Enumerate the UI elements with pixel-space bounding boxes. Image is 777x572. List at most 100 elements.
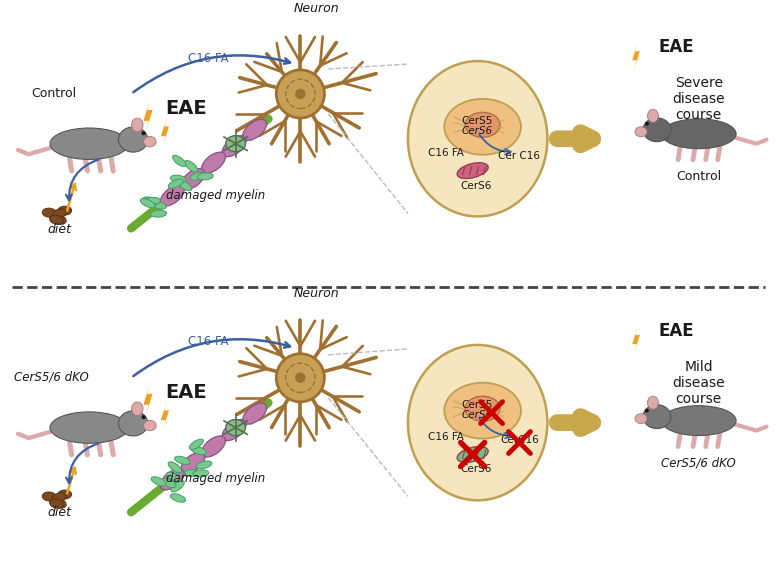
Polygon shape	[144, 383, 152, 416]
Text: CerS5: CerS5	[461, 400, 493, 410]
Text: Mild
disease
course: Mild disease course	[672, 360, 725, 406]
Ellipse shape	[444, 383, 521, 439]
Ellipse shape	[168, 462, 182, 472]
Ellipse shape	[161, 479, 176, 487]
Ellipse shape	[226, 136, 246, 152]
Ellipse shape	[171, 480, 184, 492]
Text: CerS6: CerS6	[460, 181, 491, 190]
Ellipse shape	[53, 209, 66, 219]
Ellipse shape	[191, 447, 207, 455]
Ellipse shape	[143, 197, 158, 205]
Ellipse shape	[643, 118, 671, 142]
Ellipse shape	[190, 439, 204, 450]
Ellipse shape	[172, 156, 186, 166]
Ellipse shape	[222, 420, 246, 440]
Ellipse shape	[277, 70, 325, 118]
Ellipse shape	[151, 210, 166, 217]
Ellipse shape	[645, 408, 649, 412]
Ellipse shape	[202, 436, 225, 457]
Ellipse shape	[141, 198, 155, 208]
Text: C16 FA: C16 FA	[189, 335, 229, 348]
Text: C16 FA: C16 FA	[428, 431, 464, 442]
Ellipse shape	[141, 415, 145, 419]
Ellipse shape	[408, 61, 547, 216]
Polygon shape	[144, 99, 152, 133]
Ellipse shape	[647, 396, 658, 409]
Text: damaged myelin: damaged myelin	[166, 472, 265, 486]
Ellipse shape	[635, 127, 647, 137]
Ellipse shape	[444, 99, 521, 155]
Ellipse shape	[118, 411, 148, 436]
Ellipse shape	[166, 472, 181, 482]
Polygon shape	[161, 117, 169, 146]
Ellipse shape	[169, 179, 183, 188]
Text: EAE: EAE	[165, 99, 207, 118]
Ellipse shape	[408, 345, 547, 500]
Text: C16 FA: C16 FA	[428, 148, 464, 158]
Text: Severe
disease
course: Severe disease course	[672, 76, 725, 122]
Ellipse shape	[226, 419, 246, 436]
Ellipse shape	[661, 119, 736, 149]
Ellipse shape	[202, 152, 225, 173]
Ellipse shape	[465, 112, 500, 137]
Ellipse shape	[50, 499, 64, 509]
Polygon shape	[632, 42, 639, 70]
Ellipse shape	[144, 136, 156, 147]
Ellipse shape	[661, 406, 736, 435]
Ellipse shape	[50, 412, 128, 443]
Ellipse shape	[184, 470, 200, 476]
Ellipse shape	[243, 120, 267, 140]
Text: Neuron: Neuron	[294, 287, 339, 300]
Text: Control: Control	[31, 87, 76, 100]
Text: CerS5/6 dKO: CerS5/6 dKO	[661, 456, 736, 470]
Text: CerS6: CerS6	[460, 464, 491, 474]
Ellipse shape	[145, 197, 161, 204]
Text: Neuron: Neuron	[294, 2, 339, 15]
Ellipse shape	[170, 494, 186, 502]
Text: damaged myelin: damaged myelin	[166, 189, 265, 201]
Ellipse shape	[118, 127, 148, 152]
Ellipse shape	[181, 452, 205, 474]
Ellipse shape	[151, 201, 166, 209]
Text: Control: Control	[676, 169, 721, 182]
Text: EAE: EAE	[165, 383, 207, 402]
Text: C16 FA: C16 FA	[189, 52, 229, 65]
Ellipse shape	[160, 185, 184, 206]
Text: diet: diet	[47, 506, 71, 519]
Text: EAE: EAE	[659, 322, 695, 340]
Text: Cer C16: Cer C16	[499, 150, 541, 161]
Ellipse shape	[50, 128, 128, 160]
Text: CerS5: CerS5	[461, 116, 493, 126]
Ellipse shape	[457, 447, 488, 462]
Ellipse shape	[197, 461, 212, 469]
Polygon shape	[632, 326, 639, 354]
Ellipse shape	[53, 492, 66, 502]
Ellipse shape	[193, 470, 209, 477]
Ellipse shape	[181, 169, 205, 189]
Ellipse shape	[643, 404, 671, 428]
Text: CerS6: CerS6	[461, 410, 492, 420]
Ellipse shape	[295, 372, 305, 383]
Text: CerC16: CerC16	[500, 435, 538, 444]
Ellipse shape	[152, 477, 166, 486]
Ellipse shape	[160, 469, 184, 490]
Ellipse shape	[42, 208, 56, 217]
Text: diet: diet	[47, 224, 71, 236]
Text: EAE: EAE	[659, 38, 695, 56]
Ellipse shape	[141, 131, 145, 136]
Ellipse shape	[178, 180, 192, 190]
Ellipse shape	[295, 89, 305, 99]
Ellipse shape	[243, 403, 267, 424]
Ellipse shape	[647, 109, 658, 122]
Ellipse shape	[170, 175, 186, 182]
Ellipse shape	[185, 161, 197, 172]
Polygon shape	[161, 401, 169, 431]
Text: CerS6: CerS6	[461, 126, 492, 136]
Ellipse shape	[131, 118, 143, 132]
Text: CerS5/6 dKO: CerS5/6 dKO	[14, 371, 89, 384]
Ellipse shape	[53, 499, 66, 508]
Ellipse shape	[57, 490, 71, 499]
Ellipse shape	[645, 122, 649, 126]
Ellipse shape	[57, 206, 71, 215]
Ellipse shape	[457, 162, 488, 178]
